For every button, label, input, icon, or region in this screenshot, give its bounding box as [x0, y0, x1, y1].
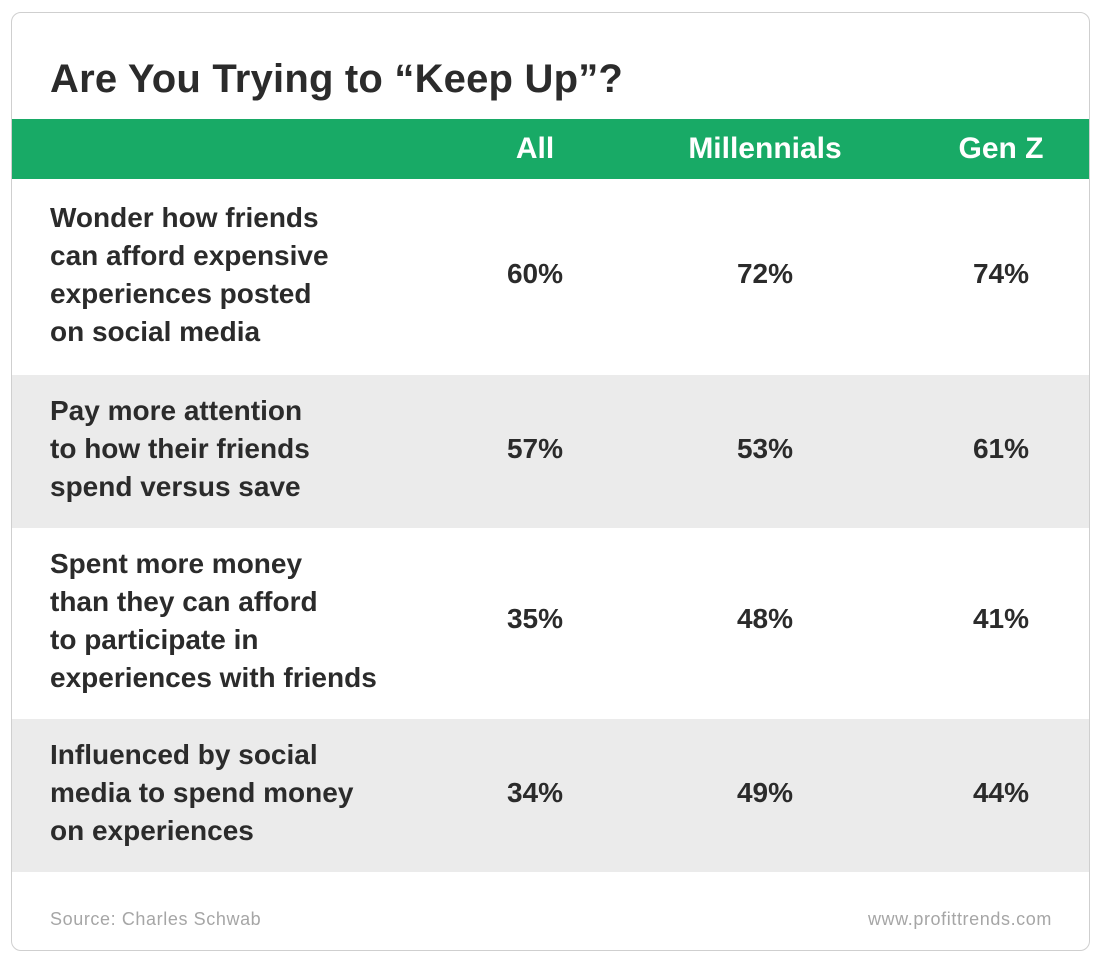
cell-millennials: 48%	[736, 603, 794, 634]
cell-all: 60%	[506, 258, 564, 289]
table-row: Pay more attention to how their friends …	[12, 375, 1089, 528]
cell-gen-z: 74%	[972, 258, 1030, 289]
cell-gen-z: 41%	[972, 603, 1030, 634]
cell-all: 57%	[506, 433, 564, 464]
chart-card: Are You Trying to “Keep Up”? All Millenn…	[11, 12, 1090, 951]
table-row: Wonder how friends can afford expensive …	[12, 179, 1089, 375]
column-header-gen-z: Gen Z	[958, 132, 1044, 165]
cell-millennials: 53%	[736, 433, 794, 464]
chart-title: Are You Trying to “Keep Up”?	[50, 57, 624, 101]
row-label: Pay more attention to how their friends …	[50, 395, 310, 502]
row-label: Influenced by social media to spend mone…	[50, 739, 354, 846]
row-label: Wonder how friends can afford expensive …	[50, 202, 329, 347]
column-header-all: All	[515, 132, 555, 165]
cell-millennials: 49%	[736, 777, 794, 808]
cell-gen-z: 44%	[972, 777, 1030, 808]
table-row: Spent more money than they can afford to…	[12, 528, 1089, 719]
table-header: All Millennials Gen Z	[12, 119, 1089, 179]
cell-gen-z: 61%	[972, 433, 1030, 464]
cell-all: 35%	[506, 603, 564, 634]
source-note: Source: Charles Schwab	[50, 909, 262, 929]
row-label: Spent more money than they can afford to…	[50, 548, 377, 693]
table-row: Influenced by social media to spend mone…	[12, 719, 1089, 872]
cell-all: 34%	[506, 777, 564, 808]
cell-millennials: 72%	[736, 258, 794, 289]
column-header-millennials: Millennials	[688, 132, 842, 165]
site-url: www.profittrends.com	[867, 909, 1052, 929]
